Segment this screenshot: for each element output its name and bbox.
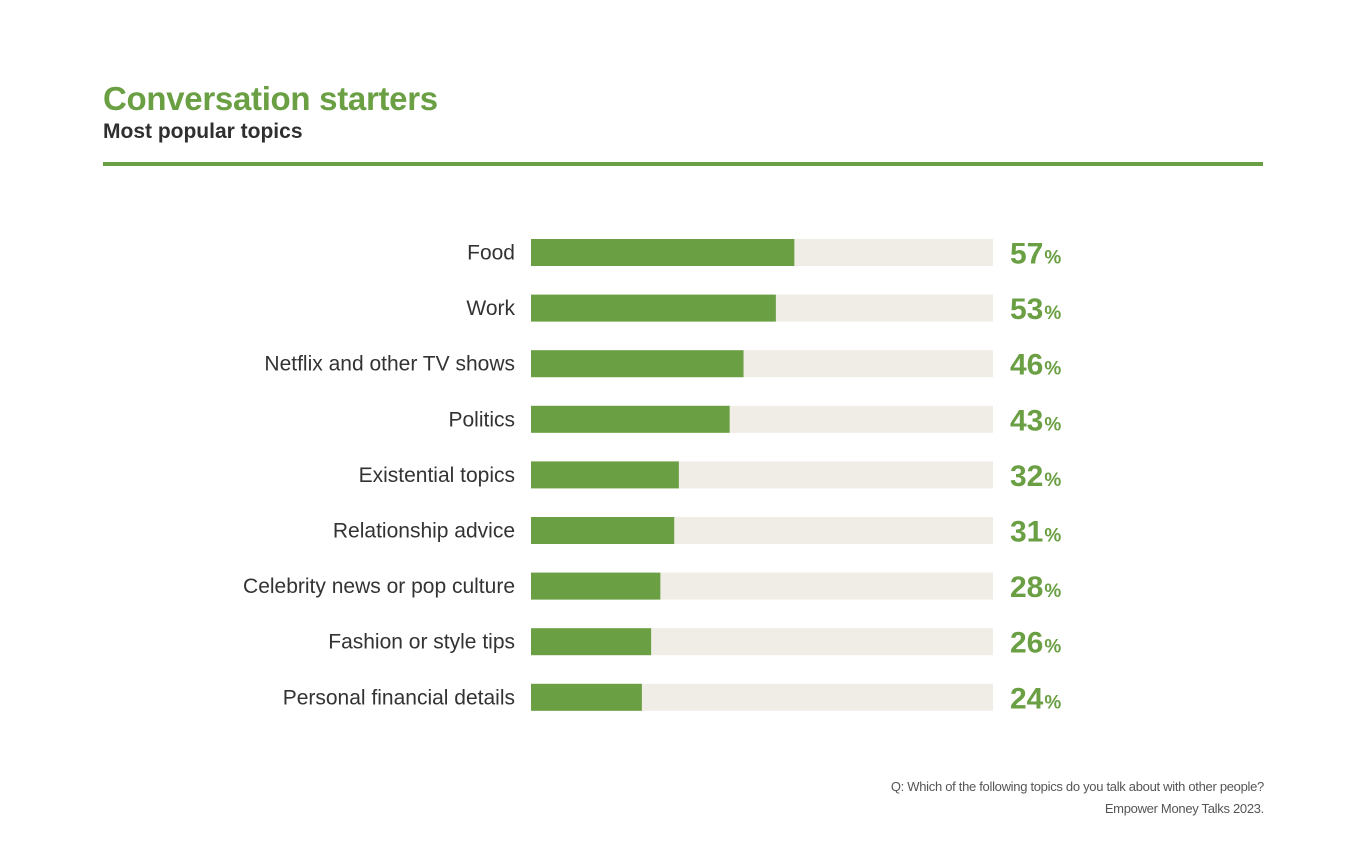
value-percent-sign: % — [1044, 637, 1061, 658]
bar — [531, 628, 652, 656]
category-label: Work — [466, 297, 515, 320]
value-label: 31% — [1010, 516, 1061, 549]
value-label: 53% — [1010, 293, 1061, 326]
value-percent-sign: % — [1044, 303, 1061, 324]
bar-row: Food 57% — [467, 238, 1061, 271]
value-percent-sign: % — [1044, 414, 1061, 435]
bar — [531, 572, 661, 600]
category-label: Existential topics — [359, 464, 515, 487]
bar-row: Celebrity news or pop culture 28% — [243, 571, 1061, 604]
value-label: 46% — [1010, 349, 1061, 382]
value-label: 32% — [1010, 460, 1061, 493]
bar — [531, 350, 744, 378]
survey-source: Empower Money Talks 2023. — [1104, 801, 1264, 816]
value-label: 28% — [1010, 571, 1061, 604]
value-number: 24 — [1010, 682, 1044, 715]
category-label: Relationship advice — [333, 520, 515, 543]
value-label: 43% — [1010, 404, 1061, 437]
value-number: 43 — [1010, 404, 1043, 437]
bar-row: Work 53% — [466, 293, 1061, 326]
bar — [531, 517, 675, 544]
value-number: 26 — [1010, 627, 1043, 660]
category-label: Celebrity news or pop culture — [243, 575, 515, 598]
value-percent-sign: % — [1044, 692, 1061, 713]
bar-row: Relationship advice 31% — [333, 516, 1061, 549]
title-divider — [103, 162, 1263, 166]
value-percent-sign: % — [1044, 581, 1061, 602]
category-label: Netflix and other TV shows — [264, 353, 515, 376]
value-percent-sign: % — [1044, 526, 1061, 547]
chart-title: Conversation starters — [103, 80, 438, 117]
bar-row: Fashion or style tips 26% — [328, 627, 1061, 660]
footnote: Q: Which of the following topics do you … — [891, 776, 1264, 820]
value-label: 26% — [1010, 627, 1061, 660]
chart-subtitle: Most popular topics — [103, 120, 303, 143]
value-number: 53 — [1010, 293, 1043, 326]
value-number: 46 — [1010, 349, 1043, 382]
value-number: 32 — [1010, 460, 1043, 493]
value-percent-sign: % — [1044, 248, 1061, 269]
bar-row: Personal financial details 24% — [283, 682, 1062, 715]
value-label: 24% — [1010, 682, 1061, 715]
value-number: 31 — [1010, 516, 1043, 549]
bar — [531, 683, 642, 711]
value-number: 57 — [1010, 238, 1043, 271]
value-percent-sign: % — [1044, 359, 1061, 380]
bar-row: Politics 43% — [448, 404, 1061, 437]
category-label: Food — [467, 242, 515, 265]
value-label: 57% — [1010, 238, 1061, 271]
bar — [531, 239, 795, 266]
bar — [531, 294, 776, 322]
category-label: Personal financial details — [283, 686, 515, 709]
bar — [531, 405, 730, 433]
category-label: Politics — [448, 408, 515, 431]
value-percent-sign: % — [1044, 470, 1061, 491]
bar — [531, 461, 679, 489]
survey-question: Q: Which of the following topics do you … — [890, 779, 1264, 794]
category-label: Fashion or style tips — [328, 631, 515, 654]
bar-row: Netflix and other TV shows 46% — [264, 349, 1061, 382]
value-number: 28 — [1010, 571, 1043, 604]
bar-row: Existential topics 32% — [359, 460, 1062, 493]
